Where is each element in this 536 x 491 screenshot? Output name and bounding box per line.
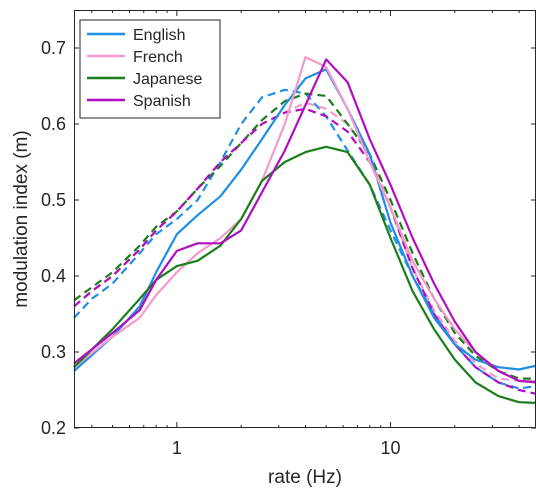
y-tick-label: 0.7	[41, 38, 66, 58]
series-line-4	[73, 58, 536, 384]
series-layer	[73, 55, 536, 404]
series-line-1	[73, 68, 536, 372]
ticks-layer: 0.2 0.3 0.4 0.5 0.6 0.7 1 10	[41, 10, 536, 458]
y-axis-label: modulation index (m)	[11, 130, 32, 307]
series-line-3	[73, 145, 536, 404]
y-tick-label: 0.4	[41, 266, 66, 286]
series-line-7	[73, 92, 536, 380]
x-tick-label: 10	[380, 438, 400, 458]
x-axis-label: rate (Hz)	[268, 467, 342, 488]
y-tick-label: 0.2	[41, 418, 66, 438]
y-tick-label: 0.3	[41, 342, 66, 362]
y-tick-label: 0.5	[41, 190, 66, 210]
legend-label: Japanese	[133, 71, 202, 88]
series-line-2	[73, 55, 536, 384]
series-line-5	[73, 88, 536, 390]
legend-label: French	[133, 49, 183, 66]
legend-box	[79, 19, 221, 119]
y-tick-label: 0.6	[41, 114, 66, 134]
x-tick-label: 1	[172, 438, 182, 458]
legend-label: English	[133, 27, 185, 44]
legend-label: Spanish	[133, 93, 191, 110]
legend: English French Japanese Spanish	[79, 19, 221, 119]
